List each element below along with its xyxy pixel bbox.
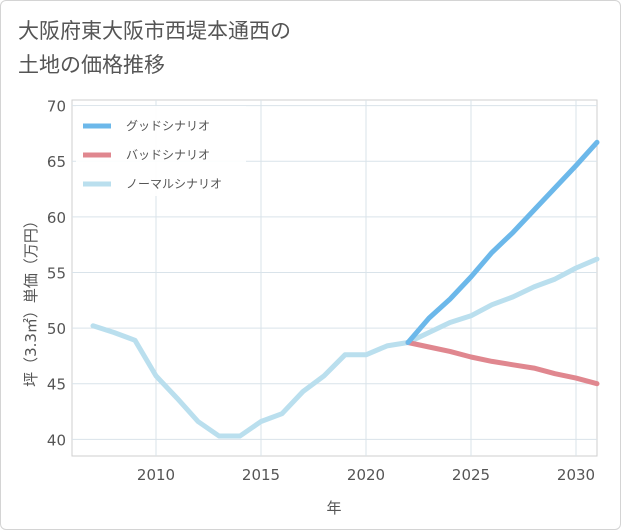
y-axis-label: 坪（3.3㎡）単価（万円） xyxy=(22,213,40,387)
x-tick-label: 2015 xyxy=(242,466,280,484)
y-tick-label: 60 xyxy=(47,209,66,227)
chart-title-line-2: 土地の価格推移 xyxy=(18,53,165,77)
series-line xyxy=(90,256,600,439)
series-line xyxy=(405,139,600,345)
x-tick-label: 2030 xyxy=(557,466,595,484)
legend-label: ノーマルシナリオ xyxy=(126,177,222,191)
x-axis-label: 年 xyxy=(326,499,341,517)
chart-title-line-1: 大阪府東大阪市西堤本通西の xyxy=(18,19,291,43)
x-tick-label: 2025 xyxy=(452,466,490,484)
tick-labels: 40 45 50 55 60 65 70 2010 2015 2020 2025 2030 xyxy=(47,98,595,484)
legend-box xyxy=(76,106,246,196)
y-tick-label: 70 xyxy=(47,98,66,116)
series-layer xyxy=(90,139,600,439)
y-tick-label: 40 xyxy=(47,431,66,449)
legend-label: バッドシナリオ xyxy=(126,148,210,162)
y-tick-label: 65 xyxy=(47,153,66,171)
series-line xyxy=(405,340,600,387)
y-tick-label: 55 xyxy=(47,264,66,282)
y-tick-label: 50 xyxy=(47,320,66,338)
chart-title: 大阪府東大阪市西堤本通西の 土地の価格推移 xyxy=(18,14,438,82)
y-tick-label: 45 xyxy=(47,376,66,394)
legend-label: グッドシナリオ xyxy=(126,119,210,133)
x-tick-label: 2020 xyxy=(347,466,385,484)
x-tick-label: 2010 xyxy=(137,466,175,484)
